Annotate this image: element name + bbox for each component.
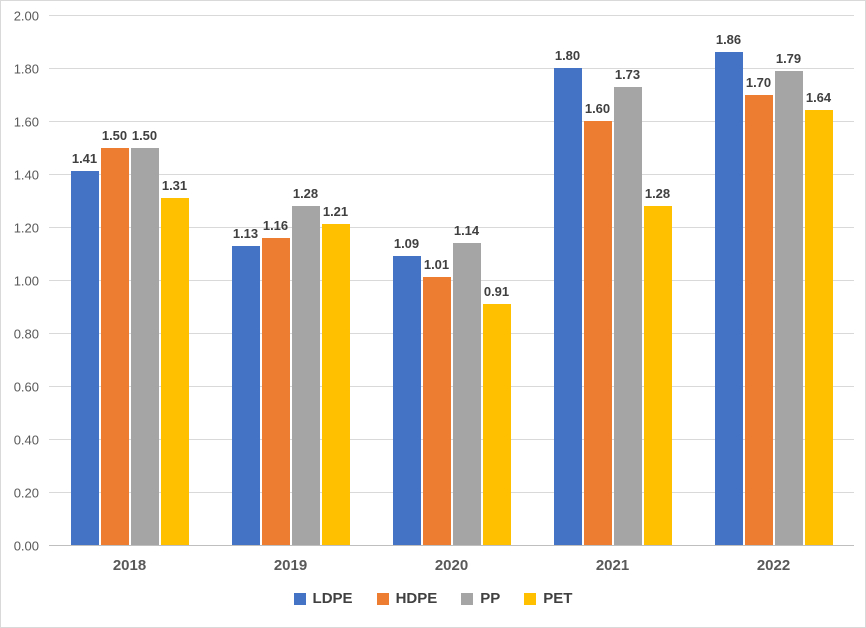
bar-pet-2018: 1.31 xyxy=(160,178,189,545)
bar-pp-2022: 1.79 xyxy=(774,51,803,545)
bar-value-label: 1.73 xyxy=(614,66,641,82)
legend-item-ldpe: LDPE xyxy=(293,590,353,607)
y-axis-tick-label: 1.80 xyxy=(13,61,39,77)
bar-hdpe-2018: 1.50 xyxy=(100,128,129,545)
bar-group-2021: 1.80 1.60 1.73 1.28 xyxy=(532,16,693,545)
gridline xyxy=(49,174,854,175)
bar-ldpe-2021: 1.80 xyxy=(553,48,582,545)
bar-value-label: 1.79 xyxy=(775,50,802,66)
bar-hdpe-2019: 1.16 xyxy=(261,218,290,545)
legend: LDPE HDPE PP PET xyxy=(1,590,865,607)
bar-pet-2020: 0.91 xyxy=(482,284,511,545)
legend-label: HDPE xyxy=(395,590,438,607)
x-axis-category-label: 2021 xyxy=(595,557,630,574)
bar-value-label: 1.28 xyxy=(644,185,671,201)
y-axis: 0.00 0.20 0.40 0.60 0.80 1.00 1.20 1.40 1.60 1.80… xyxy=(1,1,39,627)
bar-group-2020: 1.09 1.01 1.14 0.91 xyxy=(371,16,532,545)
bar-value-label: 0.91 xyxy=(483,283,510,299)
x-axis-category-label: 2022 xyxy=(756,557,791,574)
bar-pp-2019: 1.28 xyxy=(291,186,320,545)
y-axis-tick-label: 1.20 xyxy=(13,220,39,236)
bar-value-label: 1.86 xyxy=(715,32,742,48)
y-axis-tick-label: 2.00 xyxy=(13,8,39,24)
x-axis: 2018 2019 2020 2021 2022 xyxy=(49,557,854,574)
gridline xyxy=(49,492,854,493)
gridline xyxy=(49,68,854,69)
bar-value-label: 1.09 xyxy=(393,236,420,252)
legend-swatch-ldpe xyxy=(293,592,306,605)
bar-value-label: 1.50 xyxy=(131,127,158,143)
bar-value-label: 1.41 xyxy=(71,151,98,167)
bar-hdpe-2022: 1.70 xyxy=(744,75,773,545)
bar-value-label: 1.14 xyxy=(453,222,480,238)
bar-hdpe-2021: 1.60 xyxy=(583,101,612,545)
bar-pet-2019: 1.21 xyxy=(321,204,350,545)
bar-value-label: 1.31 xyxy=(161,177,188,193)
gridline xyxy=(49,121,854,122)
x-axis-category-label: 2018 xyxy=(112,557,147,574)
bar-pet-2021: 1.28 xyxy=(643,186,672,545)
legend-item-hdpe: HDPE xyxy=(376,590,438,607)
legend-swatch-pet xyxy=(524,592,537,605)
bar-ldpe-2019: 1.13 xyxy=(231,226,260,545)
y-axis-tick-label: 1.40 xyxy=(13,167,39,183)
bar-groups: 1.41 1.50 1.50 1.31 1.13 1.16 1.28 1.21 1.09 1.01… xyxy=(49,16,854,545)
bar-value-label: 1.16 xyxy=(262,217,289,233)
x-axis-category-label: 2020 xyxy=(434,557,469,574)
gridline xyxy=(49,439,854,440)
bar-ldpe-2018: 1.41 xyxy=(70,151,99,545)
legend-item-pp: PP xyxy=(461,590,500,607)
legend-swatch-hdpe xyxy=(376,592,389,605)
gridline xyxy=(49,227,854,228)
legend-item-pet: PET xyxy=(524,590,572,607)
bar-value-label: 1.21 xyxy=(322,204,349,220)
legend-label: PET xyxy=(543,590,573,607)
bar-value-label: 1.80 xyxy=(554,48,581,63)
y-axis-tick-label: 0.80 xyxy=(13,326,39,342)
bar-group-2022: 1.86 1.70 1.79 1.64 xyxy=(693,16,854,545)
bar-ldpe-2022: 1.86 xyxy=(714,32,743,545)
bar-value-label: 1.50 xyxy=(101,127,128,143)
bar-value-label: 1.64 xyxy=(805,90,832,106)
y-axis-tick-label: 1.60 xyxy=(13,114,39,130)
bar-value-label: 1.70 xyxy=(745,74,772,90)
gridline xyxy=(49,280,854,281)
x-axis-category-label: 2019 xyxy=(273,557,308,574)
plot-area: 1.41 1.50 1.50 1.31 1.13 1.16 1.28 1.21 1.09 1.01… xyxy=(49,15,854,546)
y-axis-tick-label: 0.00 xyxy=(13,538,39,554)
gridline xyxy=(49,15,854,16)
bar-ldpe-2020: 1.09 xyxy=(392,236,421,545)
gridline xyxy=(49,386,854,387)
bar-value-label: 1.60 xyxy=(584,101,611,116)
bar-value-label: 1.01 xyxy=(423,257,450,273)
y-axis-tick-label: 0.60 xyxy=(13,379,39,395)
y-axis-tick-label: 0.20 xyxy=(13,485,39,501)
gridline xyxy=(49,333,854,334)
bar-pp-2021: 1.73 xyxy=(613,67,642,545)
bar-group-2018: 1.41 1.50 1.50 1.31 xyxy=(49,16,210,545)
y-axis-tick-label: 1.00 xyxy=(13,273,39,289)
bar-pp-2018: 1.50 xyxy=(130,128,159,545)
bar-value-label: 1.13 xyxy=(232,225,259,241)
bar-value-label: 1.28 xyxy=(292,185,319,201)
legend-swatch-pp xyxy=(461,592,474,605)
bar-hdpe-2020: 1.01 xyxy=(422,257,451,545)
bar-pp-2020: 1.14 xyxy=(452,223,481,545)
legend-label: LDPE xyxy=(312,590,353,607)
legend-label: PP xyxy=(480,590,501,607)
bar-pet-2022: 1.64 xyxy=(804,90,833,545)
y-axis-tick-label: 0.40 xyxy=(13,432,39,448)
bar-group-2019: 1.13 1.16 1.28 1.21 xyxy=(210,16,371,545)
